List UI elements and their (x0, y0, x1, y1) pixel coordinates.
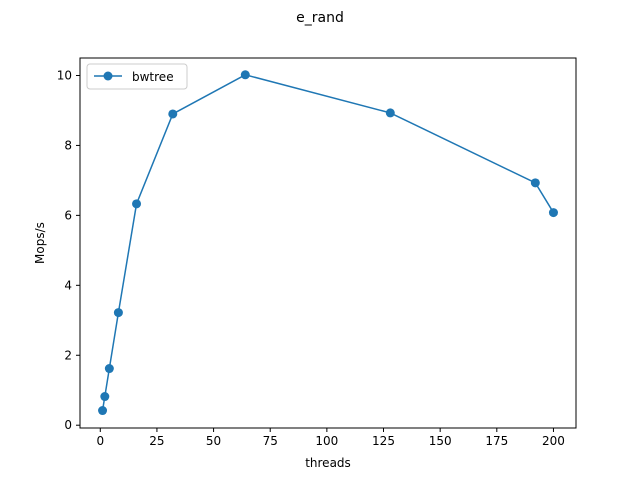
y-tick-label: 2 (64, 348, 72, 362)
x-tick-label: 200 (542, 434, 565, 448)
x-tick-label: 75 (263, 434, 278, 448)
x-axis-label: threads (305, 456, 351, 470)
legend-label: bwtree (132, 70, 174, 84)
y-tick-label: 6 (64, 208, 72, 222)
y-tick-label: 0 (64, 418, 72, 432)
x-axis-ticks: 0 25 50 75 100 125 150 175 200 (96, 428, 565, 448)
x-tick-label: 0 (96, 434, 104, 448)
series-layer (98, 70, 558, 416)
x-tick-label: 150 (429, 434, 452, 448)
data-point (98, 406, 108, 416)
data-point (548, 208, 558, 218)
legend-box (86, 63, 188, 90)
y-axis-ticks: 0 2 4 6 8 10 (57, 68, 80, 432)
chart-title: e_rand (296, 10, 344, 26)
x-tick-label: 175 (485, 434, 508, 448)
series-line (101, 73, 555, 411)
data-point (168, 109, 178, 119)
x-tick-label: 25 (149, 434, 164, 448)
plot-frame (79, 57, 577, 429)
data-point (100, 392, 110, 402)
data-point (132, 199, 142, 209)
data-point (113, 308, 123, 318)
data-point (385, 108, 395, 118)
y-tick-label: 4 (64, 278, 72, 292)
data-point (240, 70, 250, 80)
data-point (104, 364, 114, 374)
x-tick-label: 125 (372, 434, 395, 448)
y-axis-label: Mops/s (33, 222, 47, 264)
data-point (530, 178, 540, 188)
legend: bwtree (86, 63, 188, 90)
y-tick-label: 10 (57, 68, 72, 82)
legend-marker-icon (103, 71, 113, 81)
y-tick-label: 8 (64, 138, 72, 152)
x-tick-label: 100 (315, 434, 338, 448)
x-tick-label: 50 (206, 434, 221, 448)
